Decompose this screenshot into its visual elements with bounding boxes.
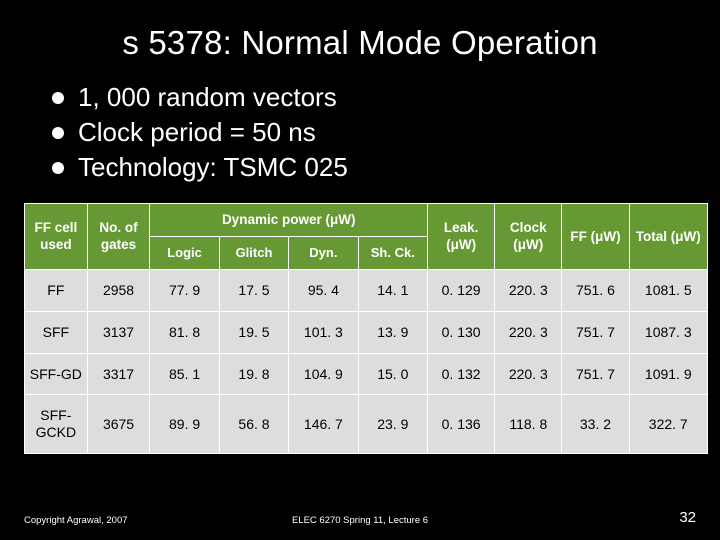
cell-ffname: SFF-GCKD: [25, 395, 88, 454]
footer: Copyright Agrawal, 2007 ELEC 6270 Spring…: [24, 509, 696, 526]
cell-logic: 81. 8: [150, 311, 219, 353]
cell-total: 322. 7: [629, 395, 707, 454]
cell-shck: 13. 9: [358, 311, 427, 353]
table-row: SFF 3137 81. 8 19. 5 101. 3 13. 9 0. 130…: [25, 311, 708, 353]
cell-total: 1081. 5: [629, 270, 707, 312]
cell-clock: 220. 3: [495, 311, 562, 353]
bullet-text: Technology: TSMC 025: [78, 150, 348, 185]
cell-gates: 3317: [87, 353, 150, 395]
cell-gates: 3675: [87, 395, 150, 454]
cell-shck: 15. 0: [358, 353, 427, 395]
cell-ff: 751. 6: [562, 270, 629, 312]
bullet-item: Technology: TSMC 025: [52, 150, 696, 185]
bullet-list: 1, 000 random vectors Clock period = 50 …: [52, 80, 696, 185]
cell-logic: 85. 1: [150, 353, 219, 395]
col-gates: No. of gates: [87, 204, 150, 270]
footer-center: ELEC 6270 Spring 11, Lecture 6: [24, 515, 696, 526]
power-table: FF cell used No. of gates Dynamic power …: [24, 203, 708, 454]
col-clock: Clock (μW): [495, 204, 562, 270]
cell-ffname: FF: [25, 270, 88, 312]
col-dynamic-group: Dynamic power (μW): [150, 204, 428, 237]
cell-clock: 220. 3: [495, 270, 562, 312]
col-shck: Sh. Ck.: [358, 237, 427, 270]
cell-glitch: 56. 8: [219, 395, 288, 454]
bullet-text: Clock period = 50 ns: [78, 115, 316, 150]
table-body: FF 2958 77. 9 17. 5 95. 4 14. 1 0. 129 2…: [25, 270, 708, 454]
cell-logic: 89. 9: [150, 395, 219, 454]
cell-clock: 118. 8: [495, 395, 562, 454]
table-row: SFF-GD 3317 85. 1 19. 8 104. 9 15. 0 0. …: [25, 353, 708, 395]
cell-leak: 0. 132: [428, 353, 495, 395]
col-ff-cell: FF cell used: [25, 204, 88, 270]
bullet-text: 1, 000 random vectors: [78, 80, 337, 115]
cell-dyn: 95. 4: [289, 270, 358, 312]
cell-leak: 0. 129: [428, 270, 495, 312]
cell-dyn: 104. 9: [289, 353, 358, 395]
col-ff: FF (μW): [562, 204, 629, 270]
table-row: FF 2958 77. 9 17. 5 95. 4 14. 1 0. 129 2…: [25, 270, 708, 312]
cell-total: 1091. 9: [629, 353, 707, 395]
bullet-icon: [52, 162, 64, 174]
table-header-row: FF cell used No. of gates Dynamic power …: [25, 204, 708, 237]
cell-ff: 33. 2: [562, 395, 629, 454]
cell-ff: 751. 7: [562, 353, 629, 395]
cell-glitch: 17. 5: [219, 270, 288, 312]
cell-logic: 77. 9: [150, 270, 219, 312]
cell-leak: 0. 136: [428, 395, 495, 454]
cell-glitch: 19. 5: [219, 311, 288, 353]
slide-title: s 5378: Normal Mode Operation: [24, 24, 696, 62]
col-logic: Logic: [150, 237, 219, 270]
cell-ff: 751. 7: [562, 311, 629, 353]
cell-gates: 3137: [87, 311, 150, 353]
cell-dyn: 101. 3: [289, 311, 358, 353]
cell-ffname: SFF: [25, 311, 88, 353]
cell-glitch: 19. 8: [219, 353, 288, 395]
cell-clock: 220. 3: [495, 353, 562, 395]
col-leak: Leak. (μW): [428, 204, 495, 270]
slide: s 5378: Normal Mode Operation 1, 000 ran…: [0, 0, 720, 540]
cell-ffname: SFF-GD: [25, 353, 88, 395]
cell-leak: 0. 130: [428, 311, 495, 353]
cell-dyn: 146. 7: [289, 395, 358, 454]
cell-total: 1087. 3: [629, 311, 707, 353]
col-glitch: Glitch: [219, 237, 288, 270]
cell-shck: 23. 9: [358, 395, 427, 454]
cell-gates: 2958: [87, 270, 150, 312]
table-row: SFF-GCKD 3675 89. 9 56. 8 146. 7 23. 9 0…: [25, 395, 708, 454]
col-dyn: Dyn.: [289, 237, 358, 270]
bullet-icon: [52, 127, 64, 139]
bullet-item: 1, 000 random vectors: [52, 80, 696, 115]
bullet-icon: [52, 92, 64, 104]
cell-shck: 14. 1: [358, 270, 427, 312]
bullet-item: Clock period = 50 ns: [52, 115, 696, 150]
col-total: Total (μW): [629, 204, 707, 270]
